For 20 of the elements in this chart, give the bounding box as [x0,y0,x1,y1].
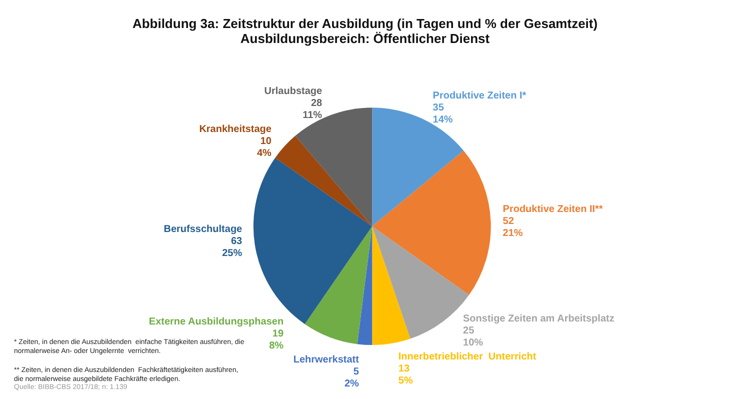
slice-label: Berufsschultage [164,224,243,236]
data-label: 28 11% [302,98,323,122]
chart-subtitle: Ausbildungsbereich: Öffentlicher Dienst [240,31,490,46]
data-label: 13 5% [398,364,413,387]
data-label: 10 4% [256,136,272,160]
data-label: 25 10% [463,326,484,349]
slice-label: Lehrwerkstatt [293,354,360,366]
data-label: 35 14% [432,102,453,126]
data-label: 19 8% [269,328,284,352]
chart-title: Abbildung 3a: Zeitstruktur der Ausbildung (in Tagen und % der Gesamtzeit) [132,16,598,31]
slice-label: Produktive Zeiten II** [502,204,603,215]
data-label: 52 21% [502,216,523,239]
slice-label: Krankheitstage [199,124,272,136]
slice-label: Innerbetrieblicher Unterricht [398,352,537,363]
data-label: 5 2% [344,366,360,390]
data-label: 63 25% [222,236,243,260]
slice-label: Sonstige Zeiten am Arbeitsplatz [463,314,614,325]
slice-label: Externe Ausbildungsphasen [148,316,284,328]
slice-label: Urlaubstage [264,86,323,98]
slice-label: Produktive Zeiten I* [432,90,526,102]
